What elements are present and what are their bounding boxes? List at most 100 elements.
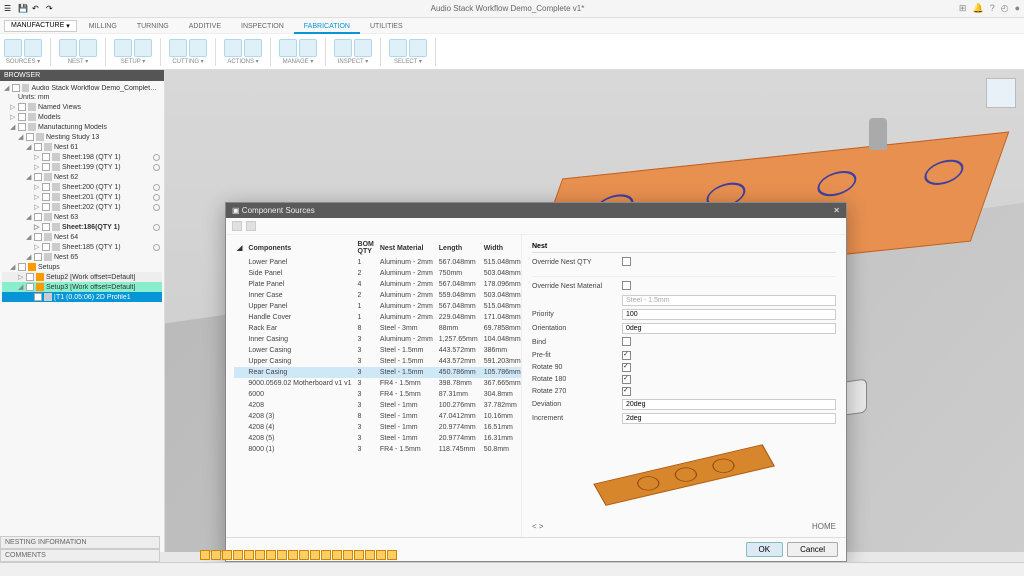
- sheet-node[interactable]: Sheet:201 (QTY 1): [62, 194, 121, 201]
- orientation-input[interactable]: [622, 323, 836, 334]
- timeline-item[interactable]: [387, 550, 397, 560]
- timeline[interactable]: [200, 548, 824, 562]
- sheet-node[interactable]: Sheet:198 (QTY 1): [62, 154, 121, 161]
- table-row[interactable]: Plate Panel4Aluminum - 2mm567.048mm178.0…: [234, 279, 521, 290]
- avatar-icon[interactable]: ●: [1015, 3, 1020, 14]
- table-row[interactable]: Lower Panel1Aluminum - 2mm567.048mm515.0…: [234, 257, 521, 268]
- actions-icon[interactable]: [224, 39, 242, 57]
- table-row[interactable]: Lower Casing3Steel - 1.5mm443.572mm386mm…: [234, 345, 521, 356]
- timeline-item[interactable]: [255, 550, 265, 560]
- rotate270-checkbox[interactable]: [622, 387, 631, 396]
- help-icon[interactable]: ?: [990, 3, 995, 14]
- timeline-item[interactable]: [376, 550, 386, 560]
- tab-inspection[interactable]: INSPECTION: [231, 21, 294, 32]
- priority-input[interactable]: [622, 309, 836, 320]
- models-node[interactable]: Models: [38, 114, 61, 121]
- override-qty-checkbox[interactable]: [622, 257, 631, 266]
- undo-icon[interactable]: ↶: [32, 4, 42, 14]
- col-header[interactable]: Components: [245, 239, 354, 257]
- bind-checkbox[interactable]: [622, 337, 631, 346]
- tab-milling[interactable]: MILLING: [79, 21, 127, 32]
- setup-icon[interactable]: [134, 39, 152, 57]
- timeline-item[interactable]: [222, 550, 232, 560]
- table-row[interactable]: 42083Steel - 1mm100.276mm37.782mm3: [234, 400, 521, 411]
- col-header[interactable]: Width: [481, 239, 521, 257]
- setup1-node[interactable]: Setup2 [Work offset=Default]: [46, 274, 135, 281]
- actions-icon[interactable]: [244, 39, 262, 57]
- table-row[interactable]: Side Panel2Aluminum - 2mm750mm503.048mm2: [234, 268, 521, 279]
- table-row[interactable]: 4208 (5)3Steel - 1mm20.9774mm16.31mm3: [234, 433, 521, 444]
- view-cube[interactable]: [986, 78, 1016, 108]
- timeline-item[interactable]: [321, 550, 331, 560]
- timeline-item[interactable]: [343, 550, 353, 560]
- rotate180-checkbox[interactable]: [622, 375, 631, 384]
- dialog-titlebar[interactable]: ▣ Component Sources ✕: [226, 203, 846, 218]
- nesting-info-panel[interactable]: NESTING INFORMATION: [0, 536, 160, 549]
- table-row[interactable]: Handle Cover1Aluminum - 2mm229.048mm171.…: [234, 312, 521, 323]
- setups-node[interactable]: Setups: [38, 264, 60, 271]
- table-row[interactable]: 8000 (1)3FR4 - 1.5mm118.745mm50.8mm3: [234, 444, 521, 455]
- tb-export-icon[interactable]: [246, 221, 256, 231]
- cutting-icon[interactable]: [169, 39, 187, 57]
- sources-icon[interactable]: [4, 39, 22, 57]
- root-node[interactable]: Audio Stack Workflow Demo_Complete v1: [31, 85, 160, 92]
- nest-icon[interactable]: [79, 39, 97, 57]
- manage-icon[interactable]: [279, 39, 297, 57]
- table-row[interactable]: Inner Case2Aluminum - 2mm559.048mm503.04…: [234, 290, 521, 301]
- override-mat-checkbox[interactable]: [622, 281, 631, 290]
- nest-icon[interactable]: [59, 39, 77, 57]
- table-row[interactable]: 4208 (3)8Steel - 1mm47.0412mm10.16mm8: [234, 411, 521, 422]
- timeline-item[interactable]: [354, 550, 364, 560]
- rotate90-checkbox[interactable]: [622, 363, 631, 372]
- save-icon[interactable]: 💾: [18, 4, 28, 14]
- timeline-item[interactable]: [200, 550, 210, 560]
- select-icon[interactable]: [389, 39, 407, 57]
- redo-icon[interactable]: ↷: [46, 4, 56, 14]
- table-row[interactable]: 4208 (4)3Steel - 1mm20.9774mm16.51mm3: [234, 422, 521, 433]
- clock-icon[interactable]: ◴: [1001, 3, 1009, 14]
- timeline-item[interactable]: [310, 550, 320, 560]
- ext-icon[interactable]: ⊞: [959, 3, 967, 14]
- tab-additive[interactable]: ADDITIVE: [179, 21, 231, 32]
- table-row[interactable]: Rear Casing3Steel - 1.5mm450.786mm105.78…: [234, 367, 521, 378]
- timeline-item[interactable]: [244, 550, 254, 560]
- nest-node[interactable]: Nest 64: [54, 234, 78, 241]
- material-select[interactable]: [622, 295, 836, 306]
- menu-icon[interactable]: ☰: [4, 4, 14, 14]
- sheet-node[interactable]: Sheet:200 (QTY 1): [62, 184, 121, 191]
- col-header[interactable]: BOM QTY: [355, 239, 377, 257]
- nest-node[interactable]: Nest 63: [54, 214, 78, 221]
- named-views-node[interactable]: Named Views: [38, 104, 81, 111]
- deviation-input[interactable]: [622, 399, 836, 410]
- table-row[interactable]: 9000.0569.02 Motherboard v1 v13FR4 - 1.5…: [234, 378, 521, 389]
- timeline-item[interactable]: [332, 550, 342, 560]
- preview-nav[interactable]: < >: [532, 522, 544, 531]
- inspect-icon[interactable]: [334, 39, 352, 57]
- table-row[interactable]: Upper Casing3Steel - 1.5mm443.572mm591.2…: [234, 356, 521, 367]
- sheet-node[interactable]: Sheet:185 (QTY 1): [62, 244, 121, 251]
- workspace-selector[interactable]: MANUFACTURE▾: [4, 20, 77, 32]
- setup-icon[interactable]: [114, 39, 132, 57]
- tab-utilities[interactable]: UTILITIES: [360, 21, 413, 32]
- col-header[interactable]: Length: [436, 239, 481, 257]
- timeline-item[interactable]: [211, 550, 221, 560]
- timeline-item[interactable]: [277, 550, 287, 560]
- sheet-node[interactable]: Sheet:202 (QTY 1): [62, 204, 121, 211]
- manage-icon[interactable]: [299, 39, 317, 57]
- col-header[interactable]: Nest Material: [377, 239, 436, 257]
- increment-input[interactable]: [622, 413, 836, 424]
- table-row[interactable]: Inner Casing3Aluminum - 2mm1,257.65mm104…: [234, 334, 521, 345]
- sheet-node[interactable]: Sheet:199 (QTY 1): [62, 164, 121, 171]
- nest-node[interactable]: Nest 61: [54, 144, 78, 151]
- home-link[interactable]: HOME: [812, 522, 836, 531]
- table-row[interactable]: 60003FR4 - 1.5mm87.31mm304.8mm3: [234, 389, 521, 400]
- setup2-node[interactable]: Setup3 [Work offset=Default]: [46, 284, 135, 291]
- tab-turning[interactable]: TURNING: [127, 21, 179, 32]
- table-row[interactable]: Rack Ear8Steel - 3mm88mm69.7858mm8: [234, 323, 521, 334]
- units-node[interactable]: Units: mm: [18, 94, 50, 101]
- timeline-item[interactable]: [288, 550, 298, 560]
- table-row[interactable]: Upper Panel1Aluminum - 2mm567.048mm515.0…: [234, 301, 521, 312]
- timeline-item[interactable]: [299, 550, 309, 560]
- timeline-item[interactable]: [233, 550, 243, 560]
- notif-icon[interactable]: 🔔: [972, 3, 983, 14]
